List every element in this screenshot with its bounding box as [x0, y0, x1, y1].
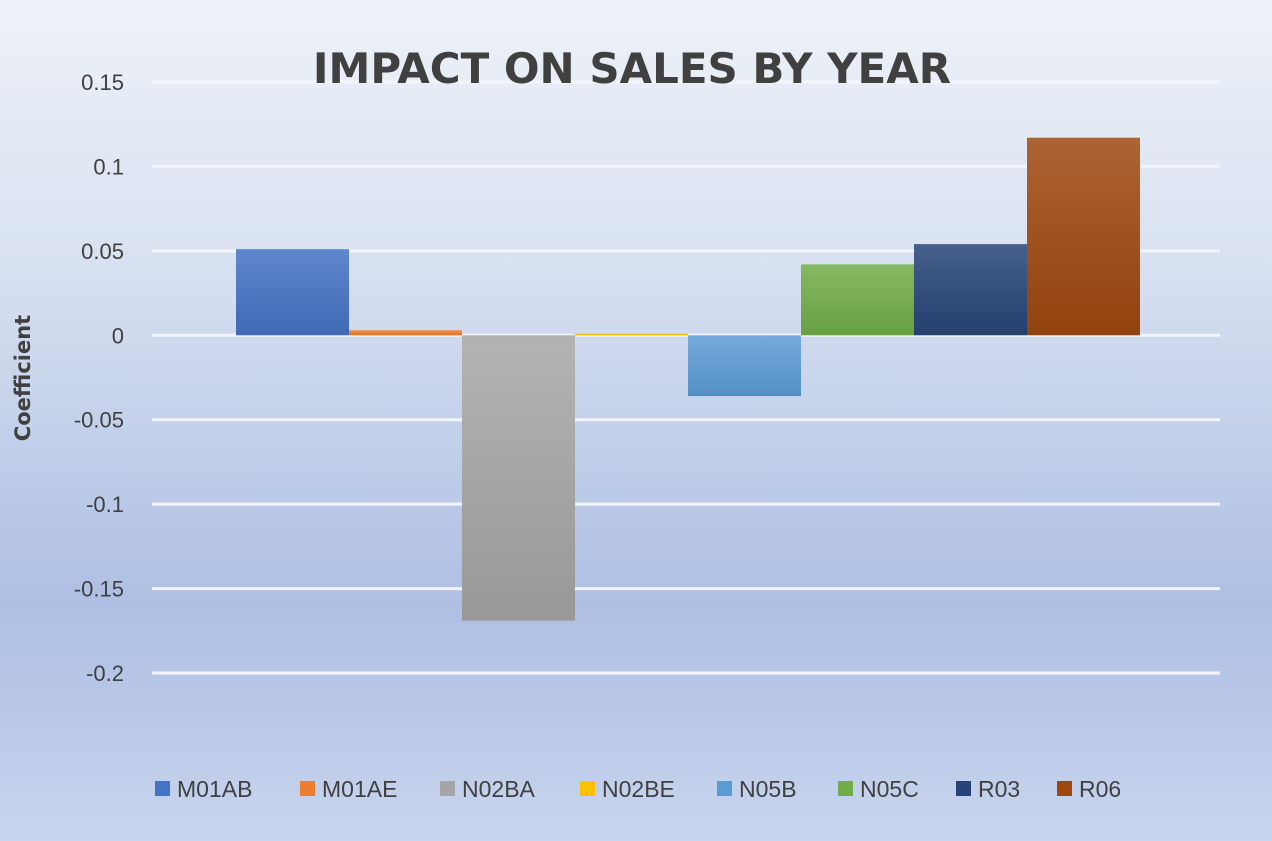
bar-n05b: [688, 335, 801, 397]
y-axis-ticks: 0.15 0.1 0.05 0 -0.05 -0.1 -0.15 -0.2: [74, 70, 124, 686]
bars: [236, 137, 1140, 621]
y-tick-label: 0.05: [81, 239, 124, 264]
y-tick-label: 0.15: [81, 70, 124, 95]
legend-label: M01AE: [322, 776, 397, 802]
legend-label: R06: [1079, 776, 1121, 802]
y-tick-label: 0: [112, 323, 124, 348]
legend-label: M01AB: [177, 776, 252, 802]
y-tick-label: -0.1: [86, 492, 124, 517]
bar-m01ab: [236, 249, 349, 336]
y-tick-label: -0.15: [74, 577, 124, 602]
bar-r06: [1027, 137, 1140, 336]
legend-label: N05C: [860, 776, 919, 802]
legend-swatch: [300, 781, 315, 796]
legend-swatch: [155, 781, 170, 796]
bar-n05c: [801, 264, 914, 336]
legend-label: N02BA: [462, 776, 536, 802]
legend-swatch: [956, 781, 971, 796]
legend-swatch: [440, 781, 455, 796]
legend-swatch: [838, 781, 853, 796]
bar-r03: [914, 244, 1027, 336]
y-axis-title: Coefficient: [11, 315, 35, 441]
legend: M01AB M01AE N02BA N02BE N05B N05C R03 R06: [155, 776, 1121, 802]
y-tick-label: -0.2: [86, 661, 124, 686]
legend-label: N02BE: [602, 776, 675, 802]
legend-label: N05B: [739, 776, 797, 802]
bar-n02ba: [462, 335, 575, 621]
y-tick-label: 0.1: [93, 154, 124, 179]
legend-swatch: [580, 781, 595, 796]
legend-swatch: [717, 781, 732, 796]
legend-swatch: [1057, 781, 1072, 796]
y-tick-label: -0.05: [74, 408, 124, 433]
bar-m01ae: [349, 330, 462, 336]
chart-title: IMPACT ON SALES BY YEAR: [313, 44, 951, 93]
legend-label: R03: [978, 776, 1020, 802]
bar-n02be: [575, 333, 688, 336]
